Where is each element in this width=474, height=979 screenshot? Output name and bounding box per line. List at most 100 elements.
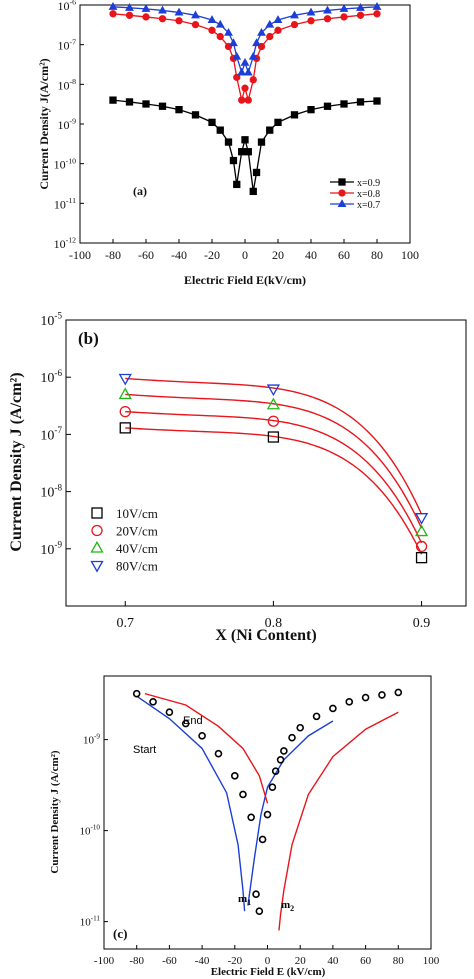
panel-a-legend-marker: [337, 199, 347, 208]
panel-a-point: [232, 51, 242, 60]
panel-a-point: [142, 13, 150, 21]
panel-b-fit-line: [125, 410, 423, 544]
panel-c-point: [198, 732, 206, 740]
panel-a-point: [266, 32, 274, 41]
panel-a-point: [158, 5, 167, 14]
panel-c-xtick-label: 80: [393, 955, 405, 967]
panel-a-point: [373, 10, 381, 18]
panel-a-point: [125, 98, 134, 106]
panel-a-point: [274, 118, 282, 127]
panel-c-point: [263, 810, 272, 819]
panel-a-point: [372, 2, 382, 10]
panel-a-tag: (a): [133, 184, 147, 198]
panel-a-point: [174, 7, 184, 16]
panel-c-ytick-label: 10-11: [80, 915, 101, 929]
panel-c-xtick-label: -80: [129, 955, 144, 967]
panel-b-legend-marker: [90, 560, 104, 573]
panel-c-ylabel: Current Density J (A/cm²): [49, 750, 61, 873]
panel-b-xtick-label: 0.9: [413, 616, 431, 631]
panel-c-point: [255, 907, 264, 916]
panel-a-point: [241, 136, 249, 144]
panel-a-point: [266, 126, 274, 134]
panel-a-legend-label: x=0.8: [357, 189, 380, 200]
panel-a-point: [274, 26, 282, 34]
panel-c-end-label: End: [183, 715, 203, 727]
panel-b-legend: 10V/cm 20V/cm 40V/cm 80V/cm: [90, 506, 158, 574]
panel-a-point: [224, 138, 233, 146]
panel-a-ytick-label: 10-10: [54, 156, 76, 171]
panel-a-point: [229, 156, 238, 165]
panel-a-point: [252, 168, 261, 177]
panel-a-xtick-label: 40: [305, 248, 317, 262]
panel-b-ytick-label: 10-6: [40, 368, 62, 386]
panel-c-point: [165, 708, 174, 717]
panel-a-point: [249, 76, 257, 84]
panel-c-point: [239, 790, 247, 799]
panel-c-m2-label: m2: [281, 899, 294, 913]
panel-a-point: [340, 100, 348, 108]
panel-a-point: [373, 97, 381, 105]
panel-a-point: [191, 20, 200, 29]
panel-b-ytick-label: 10-9: [40, 540, 62, 558]
panel-a-point: [208, 118, 216, 127]
panel-c-point: [149, 698, 157, 706]
panel-c-point: [345, 698, 354, 706]
panel-c-point: [181, 719, 190, 728]
panel-c: -100 -80 -60 -40 -20 0 20 40 60 80 100 10-11 10-10 10…: [49, 675, 440, 978]
panel-a-ytick-label: 10-9: [58, 117, 77, 132]
panel-a-point: [208, 26, 216, 34]
panel-c-start-curve: [136, 695, 246, 912]
panel-b-point: [267, 431, 280, 443]
panel-b-legend-marker: [91, 507, 103, 519]
panel-a-point: [323, 102, 332, 110]
panel-a-point: [224, 27, 233, 36]
panel-a-xtick-label: -100: [69, 248, 91, 262]
panel-c-point: [280, 747, 288, 755]
panel-a-point: [175, 106, 183, 114]
panel-b-legend-marker: [91, 524, 103, 537]
panel-a-point: [323, 5, 332, 14]
panel-c-xlabel: Electric Field E (kV/cm): [211, 966, 326, 978]
panel-c-point: [296, 723, 305, 732]
panel-b-point: [266, 384, 281, 397]
panel-b-point: [415, 552, 428, 564]
panel-a-xtick-label: 0: [242, 248, 248, 262]
panel-c-end-return: [144, 692, 269, 804]
panel-a-point: [257, 138, 266, 146]
panel-c-xtick-label: 40: [327, 955, 339, 967]
panel-a-point: [158, 15, 167, 23]
panel-a-point: [339, 4, 349, 12]
panel-c-point: [214, 749, 223, 758]
panel-a-point: [249, 187, 257, 196]
panel-c-tag: (c): [113, 926, 127, 941]
panel-c-xtick-label: 0: [265, 955, 271, 967]
panel-a-point: [229, 38, 238, 47]
panel-a-point: [233, 180, 241, 189]
panel-a-legend-marker: [338, 178, 346, 186]
panel-c-start-return: [247, 720, 334, 906]
panel-a-point: [356, 11, 365, 19]
panel-c-point: [394, 688, 403, 697]
panel-a-ytick-label: 10-8: [58, 77, 77, 92]
panel-b-xtick-label: 0.8: [265, 616, 283, 631]
panel-c-ytick-label: 10-9: [83, 733, 100, 747]
panel-a: -100 -80 -60 -40 -20 0 20 40 60 80 100 10-12 10-11 10…: [37, 0, 419, 287]
panel-b-xlabel: X (Ni Content): [215, 627, 316, 644]
panel-a-point: [108, 2, 118, 10]
panel-b-legend-label: 20V/cm: [116, 524, 158, 539]
panel-a-xtick-label: 20: [272, 248, 284, 262]
panel-a-ytick-label: 10-12: [54, 236, 76, 251]
panel-a-point: [340, 13, 348, 21]
panel-c-end-curve: [278, 711, 399, 931]
panel-a-xtick-label: 100: [401, 248, 419, 262]
panel-b-point: [414, 513, 429, 525]
panel-a-point: [265, 19, 275, 28]
panel-c-xtick-label: 20: [295, 955, 307, 967]
panel-c-xtick-label: -40: [195, 955, 210, 967]
panel-b-point: [266, 397, 281, 410]
panel-b: 0.7 0.8 0.9 10-9 10-8 10-7 10-6 10-5 (b) X (Ni …: [8, 311, 467, 644]
panel-a-xtick-label: 80: [371, 248, 383, 262]
panel-a-point: [273, 15, 283, 23]
panel-a-point: [307, 17, 315, 25]
panel-a-point: [240, 57, 250, 66]
